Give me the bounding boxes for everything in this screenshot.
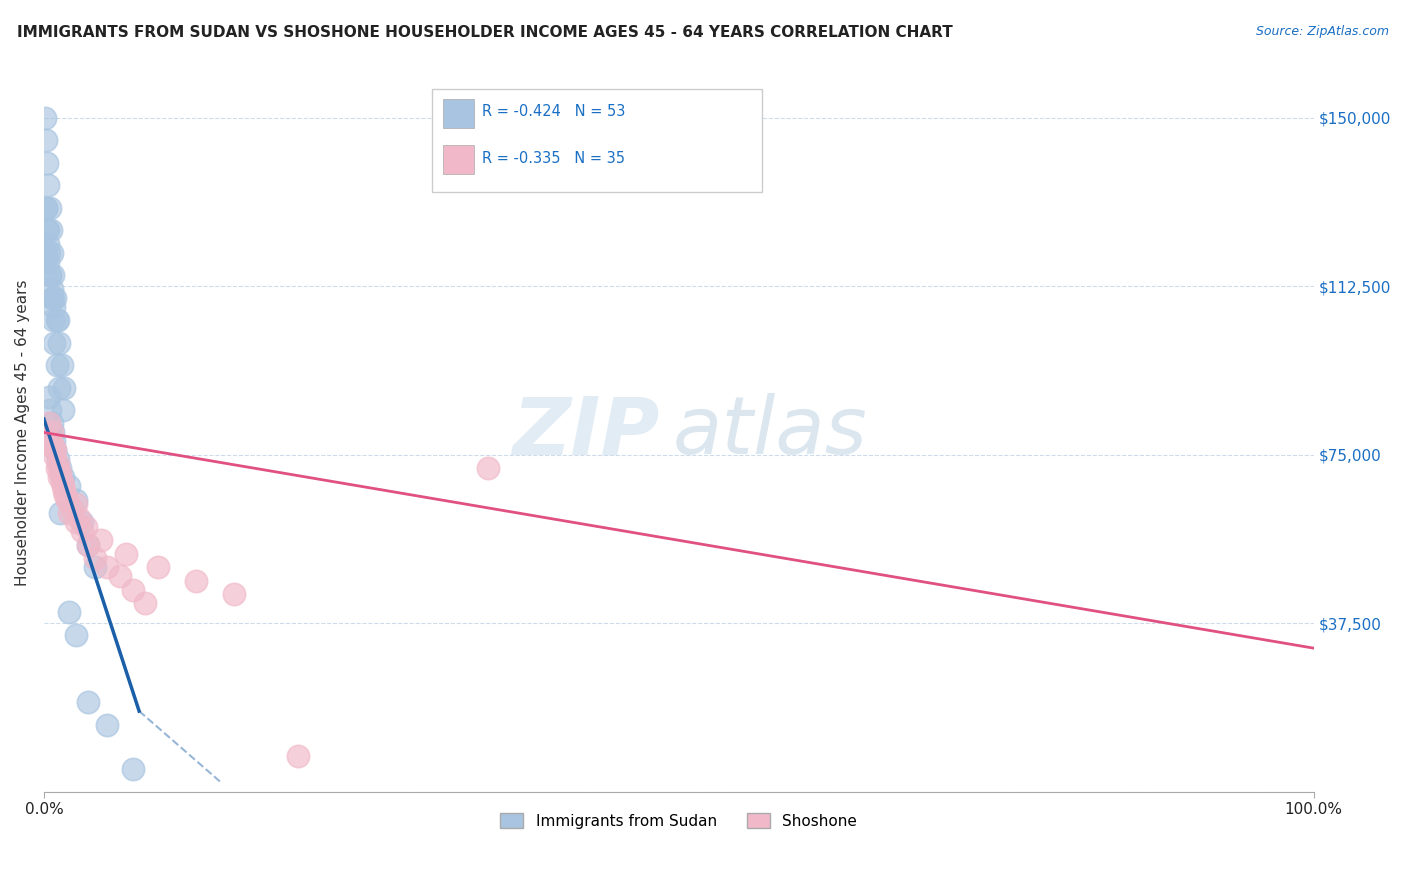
Point xyxy=(35,156,58,170)
Point xyxy=(52,479,75,493)
Point xyxy=(134,596,156,610)
Point xyxy=(96,560,118,574)
Point xyxy=(34,111,56,125)
Point xyxy=(46,313,69,327)
Point xyxy=(42,335,65,350)
Point xyxy=(39,268,62,283)
Text: IMMIGRANTS FROM SUDAN VS SHOSHONE HOUSEHOLDER INCOME AGES 45 - 64 YEARS CORRELAT: IMMIGRANTS FROM SUDAN VS SHOSHONE HOUSEH… xyxy=(17,25,953,40)
Point xyxy=(45,461,67,475)
Point xyxy=(41,291,63,305)
Point xyxy=(37,236,59,251)
Point xyxy=(51,358,73,372)
Point xyxy=(65,497,87,511)
Point xyxy=(224,587,246,601)
Point xyxy=(42,434,65,449)
Point xyxy=(35,245,58,260)
Point xyxy=(44,443,66,458)
Point xyxy=(39,268,62,283)
Text: atlas: atlas xyxy=(672,393,868,472)
Point xyxy=(70,516,93,530)
Text: ZIP: ZIP xyxy=(512,393,659,472)
Point xyxy=(42,448,65,462)
Point xyxy=(45,358,67,372)
Point xyxy=(42,313,65,327)
Point xyxy=(39,403,62,417)
Point xyxy=(58,507,80,521)
Point xyxy=(37,178,59,193)
Point xyxy=(48,335,70,350)
Point xyxy=(70,524,93,539)
Point xyxy=(65,516,87,530)
Point xyxy=(42,268,65,283)
Point xyxy=(48,380,70,394)
Point xyxy=(83,560,105,574)
Point xyxy=(41,417,63,431)
Point xyxy=(41,282,63,296)
Point xyxy=(49,461,72,475)
Point xyxy=(49,466,72,480)
Point xyxy=(35,201,58,215)
Y-axis label: Householder Income Ages 45 - 64 years: Householder Income Ages 45 - 64 years xyxy=(15,279,30,586)
Point xyxy=(121,582,143,597)
Text: R = -0.424   N = 53: R = -0.424 N = 53 xyxy=(482,104,626,119)
Point xyxy=(65,628,87,642)
Point xyxy=(46,452,69,467)
Point xyxy=(38,417,60,431)
Point xyxy=(58,479,80,493)
Point xyxy=(41,425,63,440)
Text: R = -0.335   N = 35: R = -0.335 N = 35 xyxy=(482,152,626,166)
Point xyxy=(58,605,80,619)
Point xyxy=(77,538,100,552)
Point xyxy=(49,507,72,521)
Point xyxy=(186,574,208,588)
Point xyxy=(45,313,67,327)
Point xyxy=(477,461,499,475)
Point xyxy=(121,763,143,777)
Point xyxy=(42,425,65,440)
Point xyxy=(51,475,73,489)
Point xyxy=(55,492,77,507)
Point xyxy=(53,380,76,394)
Point xyxy=(69,511,91,525)
Point xyxy=(65,492,87,507)
Point xyxy=(46,457,69,471)
Text: Source: ZipAtlas.com: Source: ZipAtlas.com xyxy=(1256,25,1389,38)
Point xyxy=(44,443,66,458)
Point xyxy=(287,749,309,764)
Point xyxy=(83,551,105,566)
Point xyxy=(38,245,60,260)
Point xyxy=(48,470,70,484)
Point xyxy=(108,569,131,583)
Point xyxy=(75,520,97,534)
Point xyxy=(115,547,138,561)
Point xyxy=(42,300,65,314)
Point xyxy=(35,133,58,147)
Point xyxy=(39,223,62,237)
Point xyxy=(44,291,66,305)
Point xyxy=(55,488,77,502)
Point xyxy=(52,470,75,484)
Point xyxy=(77,695,100,709)
Point xyxy=(41,245,63,260)
Point xyxy=(52,403,75,417)
Legend: Immigrants from Sudan, Shoshone: Immigrants from Sudan, Shoshone xyxy=(495,806,863,835)
Point xyxy=(37,254,59,268)
Point xyxy=(42,291,65,305)
Point xyxy=(35,201,58,215)
Point xyxy=(38,201,60,215)
Point xyxy=(42,439,65,453)
Point xyxy=(148,560,170,574)
Point xyxy=(77,538,100,552)
Point xyxy=(60,501,83,516)
Point xyxy=(53,483,76,498)
Point xyxy=(39,434,62,449)
Point xyxy=(35,223,58,237)
Point xyxy=(96,717,118,731)
Point xyxy=(38,390,60,404)
Point xyxy=(90,533,112,548)
Point xyxy=(37,223,59,237)
